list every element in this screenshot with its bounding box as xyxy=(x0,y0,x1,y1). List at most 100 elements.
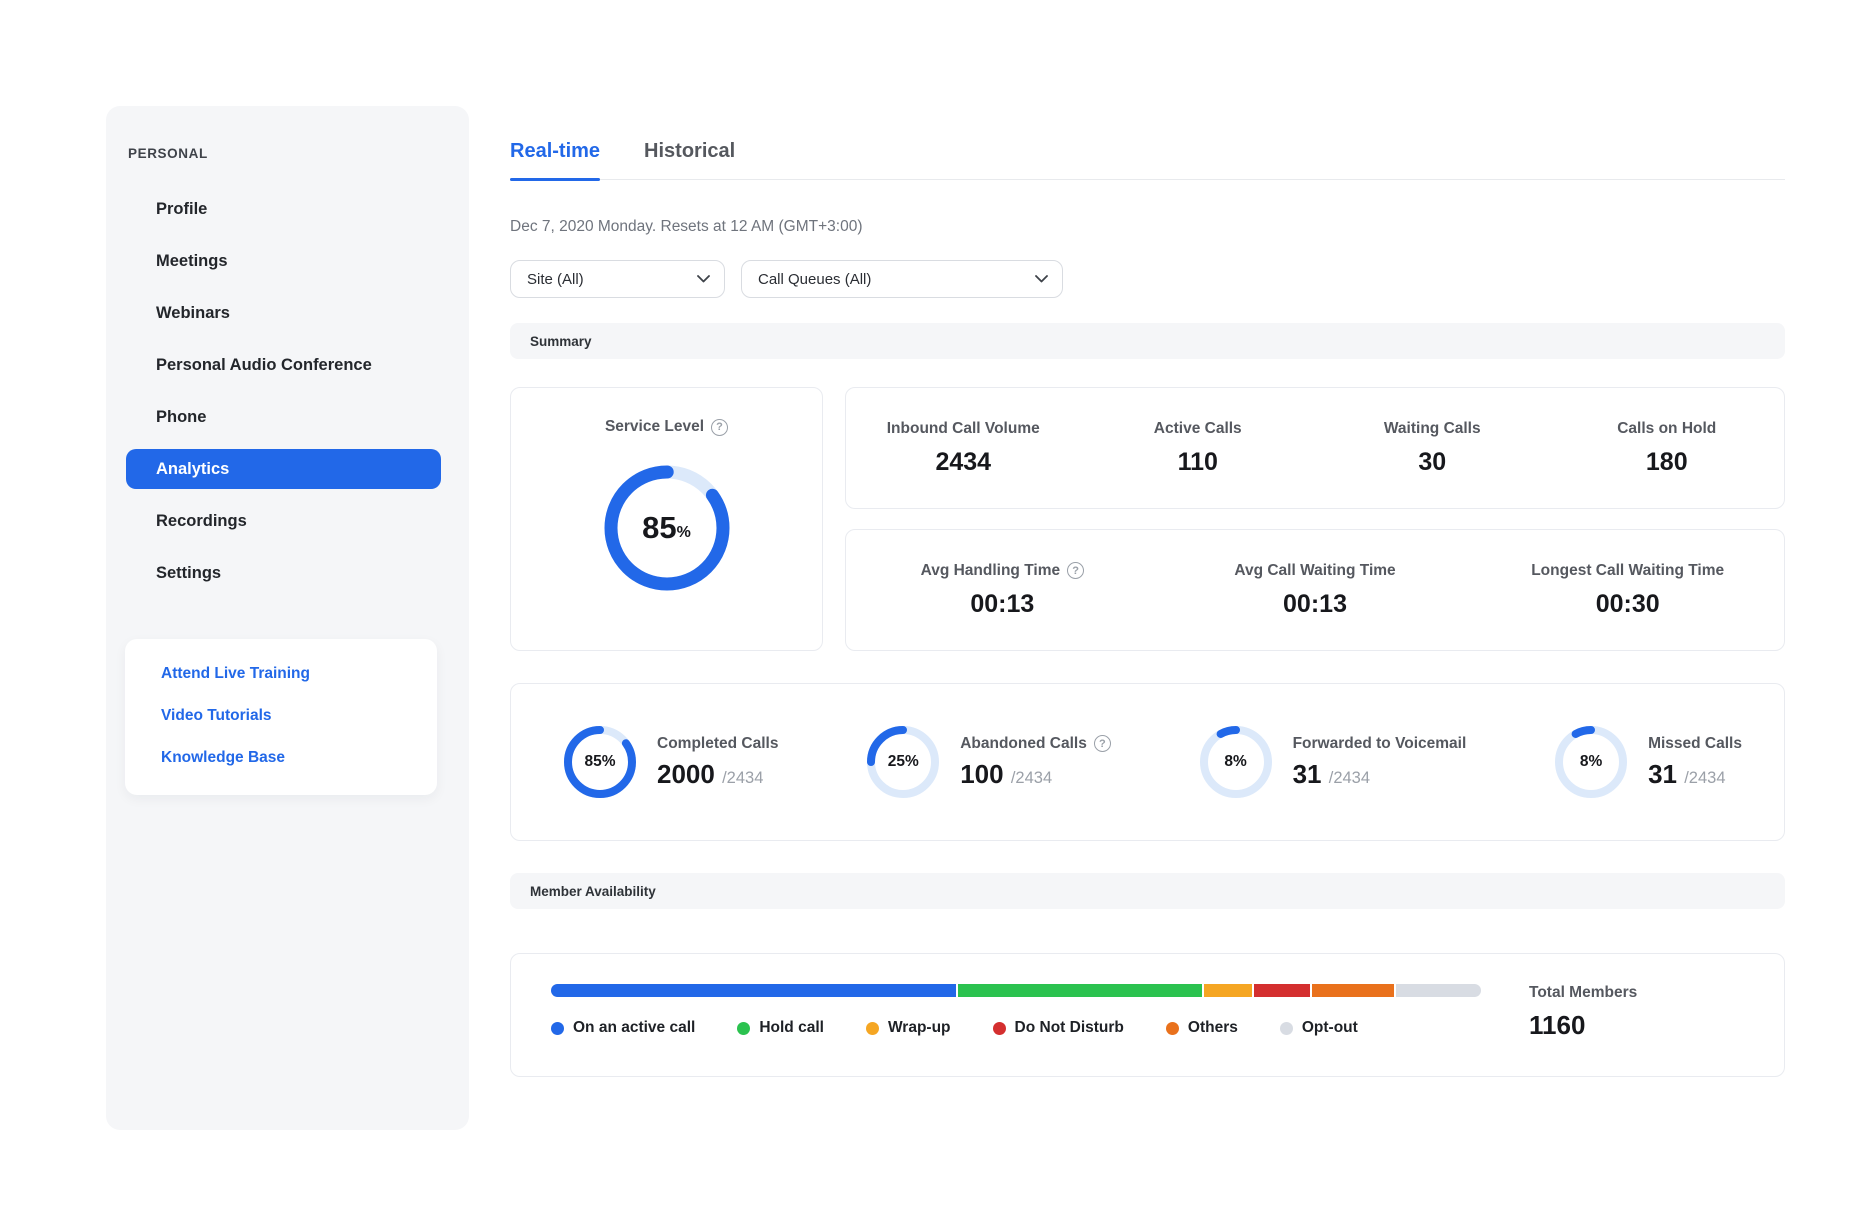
summary-row: Service Level ? 85% Inbound Call Vo xyxy=(510,387,1785,651)
breakdown-completed-calls: 85% Completed Calls 2000 /2434 xyxy=(561,723,778,801)
breakdown-label: Completed Calls xyxy=(657,734,779,752)
donut-chart xyxy=(867,726,940,798)
breakdown-label: Missed Calls xyxy=(1648,734,1742,752)
legend-dot-icon xyxy=(551,1021,564,1035)
member-availability-section-title: Member Availability xyxy=(530,883,656,899)
breakdown-missed-calls: 8% Missed Calls 31 /2434 xyxy=(1552,723,1742,801)
legend-opt-out: Opt-out xyxy=(1279,1019,1358,1037)
service-level-label: Service Level xyxy=(604,418,705,435)
stat-waiting-calls: Waiting Calls 30 xyxy=(1315,420,1550,477)
stat-value: 00:13 xyxy=(1283,589,1347,618)
stat-value: 110 xyxy=(1177,447,1218,476)
stat-value: 00:30 xyxy=(1595,589,1660,618)
question-mark-icon[interactable]: ? xyxy=(1067,562,1085,579)
legend-label: Wrap-up xyxy=(887,1019,951,1036)
legend-dot-icon xyxy=(992,1021,1006,1035)
sidebar-item-recordings[interactable]: Recordings xyxy=(156,512,247,530)
breakdown-label: Abandoned Calls xyxy=(960,734,1087,752)
stat-label: Longest Call Waiting Time xyxy=(1531,561,1725,579)
service-level-card: Service Level ? 85% xyxy=(510,387,823,651)
sidebar-item-phone[interactable]: Phone xyxy=(156,408,207,426)
sidebar-links-card: Attend Live Training Video Tutorials Kno… xyxy=(125,639,437,795)
donut-percent: 8% xyxy=(1579,753,1603,770)
stat-value: 180 xyxy=(1645,447,1688,476)
legend-label: Others xyxy=(1187,1019,1238,1036)
question-mark-icon[interactable]: ? xyxy=(711,418,729,436)
tab-historical[interactable]: Historical xyxy=(644,140,736,162)
breakdown-value: 31 xyxy=(1292,758,1322,789)
breakdown-value: 31 xyxy=(1648,758,1677,789)
total-members-label: Total Members xyxy=(1529,984,1638,1001)
stat-label: Waiting Calls xyxy=(1383,419,1481,437)
total-members-value: 1160 xyxy=(1529,1010,1586,1040)
abandoned-calls-donut: 25% xyxy=(864,723,942,801)
stat-value: 2434 xyxy=(935,447,992,476)
legend-dot-icon xyxy=(737,1021,751,1035)
legend-dot-icon xyxy=(1279,1021,1293,1035)
question-mark-icon[interactable]: ? xyxy=(1093,735,1111,752)
link-video-tutorials[interactable]: Video Tutorials xyxy=(161,707,272,724)
breakdown-value: 100 xyxy=(960,758,1004,789)
legend-do-not-disturb: Do Not Disturb xyxy=(992,1019,1124,1037)
bar-segment-hold-call xyxy=(957,984,1202,997)
stat-label: Avg Handling Time xyxy=(920,561,1061,579)
stat-inbound-call-volume: Inbound Call Volume 2434 xyxy=(846,420,1081,477)
sidebar-item-settings[interactable]: Settings xyxy=(156,564,222,582)
legend-label: On an active call xyxy=(573,1019,696,1036)
legend-label: Opt-out xyxy=(1301,1019,1358,1036)
donut-chart xyxy=(604,465,729,591)
sidebar-section-label: PERSONAL xyxy=(128,146,208,161)
breakdown-total: /2434 xyxy=(1684,768,1726,787)
bar-segment-on-active-call xyxy=(551,984,956,997)
sidebar-item-meetings[interactable]: Meetings xyxy=(156,252,228,270)
donut-chart xyxy=(564,726,636,798)
call-queues-filter-dropdown[interactable]: Call Queues (All) xyxy=(741,260,1063,298)
tab-real-time[interactable]: Real-time xyxy=(510,140,601,181)
legend-others: Others xyxy=(1165,1019,1238,1037)
donut-percent: 8% xyxy=(1224,753,1247,770)
tab-bar: Real-time Historical xyxy=(510,140,1785,181)
breakdown-total: /2434 xyxy=(1328,768,1371,787)
sidebar-item-personal-audio-conference[interactable]: Personal Audio Conference xyxy=(156,356,372,374)
donut-chart xyxy=(1199,726,1272,798)
sidebar-item-webinars[interactable]: Webinars xyxy=(156,304,230,322)
legend-label: Hold call xyxy=(759,1019,824,1036)
call-breakdown-card: 85% Completed Calls 2000 /2434 25% xyxy=(510,683,1785,841)
legend-dot-icon xyxy=(1165,1021,1179,1035)
site-filter-dropdown[interactable]: Site (All) xyxy=(510,260,725,298)
stat-label: Avg Call Waiting Time xyxy=(1234,561,1396,579)
call-queues-filter-value: Call Queues (All) xyxy=(758,270,872,288)
sidebar: PERSONAL Profile Meetings Webinars Perso… xyxy=(106,106,469,1130)
sidebar-nav: Profile Meetings Webinars Personal Audio… xyxy=(106,189,469,593)
filter-row: Site (All) Call Queues (All) xyxy=(510,260,1785,298)
stat-calls-on-hold: Calls on Hold 180 xyxy=(1550,420,1785,477)
stat-value: 00:13 xyxy=(970,589,1035,618)
legend-on-active-call: On an active call xyxy=(551,1019,695,1037)
member-availability-card: On an active call Hold call Wrap-up Do N… xyxy=(510,953,1785,1077)
sidebar-item-profile[interactable]: Profile xyxy=(156,200,208,218)
sidebar-item-analytics[interactable]: Analytics xyxy=(126,449,441,489)
donut-percent: 25% xyxy=(887,753,919,770)
link-attend-live-training[interactable]: Attend Live Training xyxy=(161,665,310,682)
summary-section-header: Summary xyxy=(510,323,1785,359)
member-status-stacked-bar xyxy=(551,984,1481,997)
date-note: Dec 7, 2020 Monday. Resets at 12 AM (GMT… xyxy=(510,218,863,235)
stats-stack: Inbound Call Volume 2434 Active Calls 11… xyxy=(845,387,1785,651)
stat-label: Inbound Call Volume xyxy=(886,419,1040,437)
legend-dot-icon xyxy=(865,1021,879,1035)
service-level-donut: 85% xyxy=(601,462,733,594)
completed-calls-donut: 85% xyxy=(561,723,639,801)
service-level-percent-suffix: % xyxy=(676,523,691,541)
stat-avg-call-waiting-time: Avg Call Waiting Time 00:13 xyxy=(1159,562,1472,619)
call-times-stats-card: Avg Handling Time ? 00:13 Avg Call Waiti… xyxy=(845,529,1785,651)
service-level-percent: 85% xyxy=(601,462,733,594)
analytics-dashboard: Real-time Historical Dec 7, 2020 Monday.… xyxy=(510,140,1785,1077)
service-level-percent-value: 85 xyxy=(642,510,677,545)
total-members-block: Total Members 1160 xyxy=(1529,984,1744,1076)
member-status-legend: On an active call Hold call Wrap-up Do N… xyxy=(551,1019,1481,1037)
link-knowledge-base[interactable]: Knowledge Base xyxy=(161,749,286,766)
stat-longest-call-waiting-time: Longest Call Waiting Time 00:30 xyxy=(1471,562,1784,619)
breakdown-total: /2434 xyxy=(722,768,764,787)
site-filter-value: Site (All) xyxy=(527,270,584,288)
member-availability-section-header: Member Availability xyxy=(510,873,1785,909)
